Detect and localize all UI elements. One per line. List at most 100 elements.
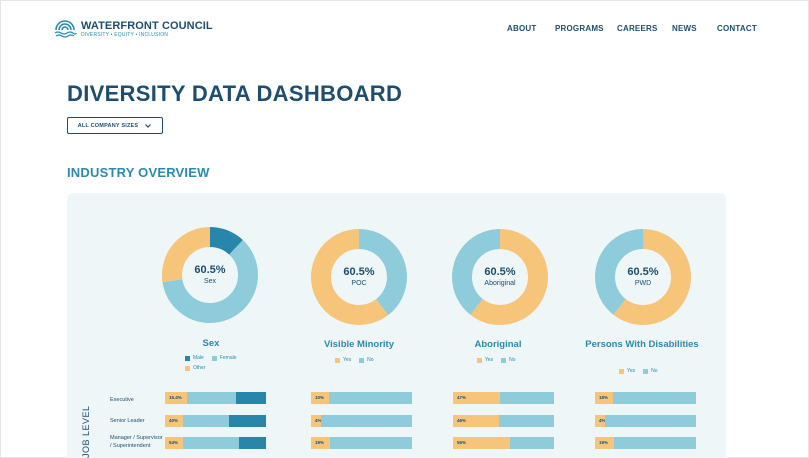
stacked-bar[interactable]: 18%: [595, 392, 696, 404]
bar-value-label: 10%: [315, 395, 325, 400]
aboriginal-donut-chart: [452, 229, 548, 325]
aboriginal-chart-title: Aboriginal: [474, 339, 522, 350]
bar-segment: 10%: [311, 392, 330, 404]
stacked-bar[interactable]: 47%: [453, 392, 554, 404]
bar-segment: 19%: [311, 437, 331, 449]
bar-segment: [500, 392, 554, 404]
legend-swatch: [643, 368, 649, 374]
stacked-bar[interactable]: 56%: [453, 437, 554, 449]
bar-segment: 18%: [595, 392, 614, 404]
logo-name: WATERFRONT COUNCIL: [81, 19, 213, 32]
legend-label: Yes: [627, 368, 636, 374]
legend-item-no: No: [643, 366, 658, 376]
visible-minority-donut-chart: [311, 229, 407, 325]
stacked-bar[interactable]: 19%: [311, 437, 412, 449]
nav-careers[interactable]: CAREERS: [617, 24, 658, 33]
stacked-bar[interactable]: 54%: [165, 437, 266, 449]
bar-segment: [330, 437, 412, 449]
donut-slice-no[interactable]: [452, 229, 548, 325]
row-label-senior-leader: Senior Leader: [110, 418, 145, 424]
waves-logo-icon: [54, 20, 77, 38]
stacked-bar[interactable]: 4%: [595, 415, 696, 427]
sex-donut-chart: [162, 227, 258, 323]
logo-tagline: DIVERSITY • EQUITY • INCLUSION: [81, 31, 169, 38]
bar-segment: [499, 415, 554, 427]
job-level-axis-label: JOB LEVEL: [81, 405, 91, 458]
donut-slice-other[interactable]: [162, 227, 258, 323]
row-label-executive: Executive: [110, 397, 134, 403]
company-size-dropdown[interactable]: ALL COMPANY SIZES: [67, 117, 163, 134]
legend-item-yes: Yes: [335, 355, 351, 365]
legend-item-no: No: [501, 355, 516, 365]
legend-swatch: [501, 357, 507, 363]
nav-contact[interactable]: CONTACT: [717, 24, 757, 33]
chevron-down-icon: [145, 123, 152, 128]
bar-segment: [509, 437, 554, 449]
bar-segment: [614, 437, 696, 449]
bar-value-label: 47%: [457, 395, 467, 400]
bar-segment: 46%: [453, 415, 500, 427]
legend-label: Yes: [485, 357, 494, 363]
legend-swatch: [185, 365, 190, 371]
donut-slice-no[interactable]: [595, 229, 691, 325]
legend-swatch: [211, 355, 217, 361]
legend-label: No: [509, 357, 516, 363]
legend-label: Yes: [343, 357, 352, 363]
row-label-manager: Manager / Supervisor / Superintendent: [110, 435, 163, 449]
bar-segment: [228, 415, 266, 427]
bar-value-label: 4%: [599, 418, 606, 423]
stacked-bar[interactable]: 4%: [311, 415, 412, 427]
legend-swatch: [359, 357, 365, 363]
legend-label: Other: [193, 365, 206, 371]
nav-about[interactable]: ABOUT: [507, 24, 537, 33]
section-title: INDUSTRY OVERVIEW: [67, 165, 210, 180]
pwd-legend: Yes No: [619, 366, 666, 376]
bar-value-label: 19%: [315, 440, 325, 445]
bar-value-label: 4%: [315, 418, 322, 423]
bar-segment: [183, 437, 239, 449]
bar-segment: 4%: [595, 415, 606, 427]
nav-programs[interactable]: PROGRAMS: [555, 24, 604, 33]
donut-slice-yes[interactable]: [311, 229, 407, 325]
legend-swatch: [185, 355, 190, 361]
visible-minority-legend: Yes No: [335, 355, 382, 365]
site-logo[interactable]: WATERFRONT COUNCIL DIVERSITY • EQUITY • …: [53, 17, 213, 41]
legend-label: Female: [219, 355, 237, 361]
stacked-bar[interactable]: 40%: [165, 415, 266, 427]
bar-segment: [187, 392, 236, 404]
bar-segment: 4%: [311, 415, 322, 427]
bar-segment: [238, 437, 266, 449]
sex-chart-title: Sex: [202, 338, 220, 349]
donut-slice-female[interactable]: [162, 227, 258, 323]
legend-item-other: Other: [185, 363, 206, 373]
stacked-bar[interactable]: 19%: [595, 437, 696, 449]
bar-segment: [605, 415, 696, 427]
legend-label: No: [651, 368, 658, 374]
legend-item-female: Female: [211, 353, 237, 363]
bar-segment: [235, 392, 266, 404]
legend-label: Male: [193, 355, 204, 361]
bar-value-label: 18%: [599, 395, 609, 400]
visible-minority-chart-title: Visible Minority: [323, 339, 395, 350]
pwd-chart-title: Persons With Disabilities: [585, 339, 699, 350]
bar-value-label: 40%: [169, 418, 179, 423]
company-size-value: ALL COMPANY SIZES: [77, 122, 139, 129]
bar-value-label: 54%: [169, 440, 179, 445]
bar-segment: 15.4%: [165, 392, 188, 404]
bar-segment: [329, 392, 412, 404]
legend-label: No: [367, 357, 374, 363]
stacked-bar[interactable]: 46%: [453, 415, 554, 427]
bar-value-label: 19%: [599, 440, 609, 445]
sex-legend: Male Female Other: [185, 353, 255, 373]
nav-news[interactable]: NEWS: [672, 24, 697, 33]
legend-item-male: Male: [185, 353, 204, 363]
legend-item-yes: Yes: [619, 366, 635, 376]
legend-swatch: [477, 357, 482, 363]
bar-segment: [183, 415, 229, 427]
aboriginal-legend: Yes No: [477, 355, 524, 365]
stacked-bar[interactable]: 15.4%: [165, 392, 266, 404]
legend-item-no: No: [359, 355, 374, 365]
stacked-bar[interactable]: 10%: [311, 392, 412, 404]
bar-segment: [321, 415, 412, 427]
bar-segment: 40%: [165, 415, 184, 427]
